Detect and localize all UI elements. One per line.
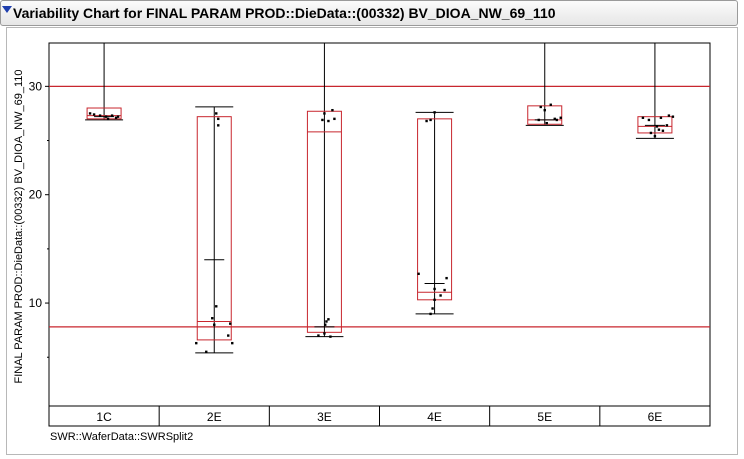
category-label: 6E: [648, 410, 663, 424]
data-point: [229, 322, 232, 325]
data-point: [653, 134, 657, 138]
data-point: [104, 115, 108, 118]
data-point: [325, 320, 328, 323]
data-point: [539, 105, 542, 109]
y-axis-title: FINAL PARAM PROD::DieData::(00332) BV_DI…: [13, 69, 25, 383]
data-point: [543, 108, 546, 112]
category-label: 5E: [537, 410, 552, 424]
data-point: [545, 121, 548, 125]
box: [196, 116, 232, 341]
x-axis-title: SWR::WaferData::SWRSplit2: [50, 431, 193, 443]
data-point: [333, 117, 336, 121]
data-point: [323, 332, 326, 335]
y-tick-label: 30: [29, 79, 43, 93]
data-point: [324, 323, 327, 326]
data-point: [553, 117, 556, 121]
data-point: [641, 116, 645, 119]
y-tick-label: 20: [29, 188, 43, 202]
data-point: [659, 116, 663, 119]
data-point: [429, 312, 432, 316]
data-point: [106, 117, 110, 121]
chart-title-bar[interactable]: Variability Chart for FINAL PARAM PROD::…: [0, 0, 738, 26]
data-point: [321, 118, 324, 122]
data-point: [665, 124, 669, 127]
data-point: [114, 116, 118, 119]
category-label: 1C: [96, 410, 112, 424]
data-point: [559, 116, 562, 119]
data-point: [555, 118, 558, 122]
data-point: [327, 119, 330, 123]
data-point: [537, 118, 540, 122]
data-point: [433, 287, 436, 291]
data-point: [317, 334, 320, 337]
data-point: [331, 108, 334, 112]
data-point: [213, 323, 216, 326]
data-point: [445, 276, 448, 280]
data-point: [433, 111, 436, 114]
data-point: [88, 112, 92, 115]
data-point: [329, 335, 332, 338]
data-point: [215, 305, 218, 308]
box: [527, 105, 563, 125]
data-point: [215, 112, 218, 115]
plot-area: [48, 42, 711, 407]
box: [637, 116, 673, 134]
data-point: [231, 341, 234, 345]
data-point: [443, 288, 446, 292]
box: [86, 107, 122, 120]
data-point: [429, 118, 432, 122]
data-point: [195, 341, 198, 345]
data-point: [227, 334, 230, 337]
disclosure-triangle-icon[interactable]: [2, 6, 12, 13]
data-point: [549, 103, 552, 106]
data-point: [647, 118, 651, 122]
data-point: [92, 113, 96, 116]
group-1c: [85, 43, 124, 121]
data-point: [657, 128, 661, 131]
data-point: [425, 119, 428, 123]
group-2e: [195, 106, 234, 354]
data-point: [323, 112, 326, 115]
data-point: [217, 124, 220, 127]
data-point: [667, 114, 671, 117]
category-label: 3E: [317, 410, 332, 424]
data-point: [116, 115, 120, 118]
report-frame: [6, 27, 738, 455]
data-point: [655, 125, 659, 128]
data-point: [661, 129, 665, 132]
data-point: [671, 115, 675, 118]
data-point: [431, 307, 434, 310]
chart-title: Variability Chart for FINAL PARAM PROD::…: [13, 5, 556, 21]
data-point: [98, 114, 102, 117]
data-point: [205, 350, 208, 354]
data-point: [649, 131, 653, 135]
category-label: 4E: [427, 410, 442, 424]
y-tick-label: 10: [29, 296, 43, 310]
data-point: [211, 317, 214, 320]
data-point: [217, 117, 220, 121]
data-point: [433, 298, 436, 302]
data-point: [327, 318, 330, 321]
data-point: [417, 272, 420, 276]
category-label: 2E: [207, 410, 222, 424]
data-point: [439, 294, 442, 297]
data-point: [110, 114, 114, 117]
